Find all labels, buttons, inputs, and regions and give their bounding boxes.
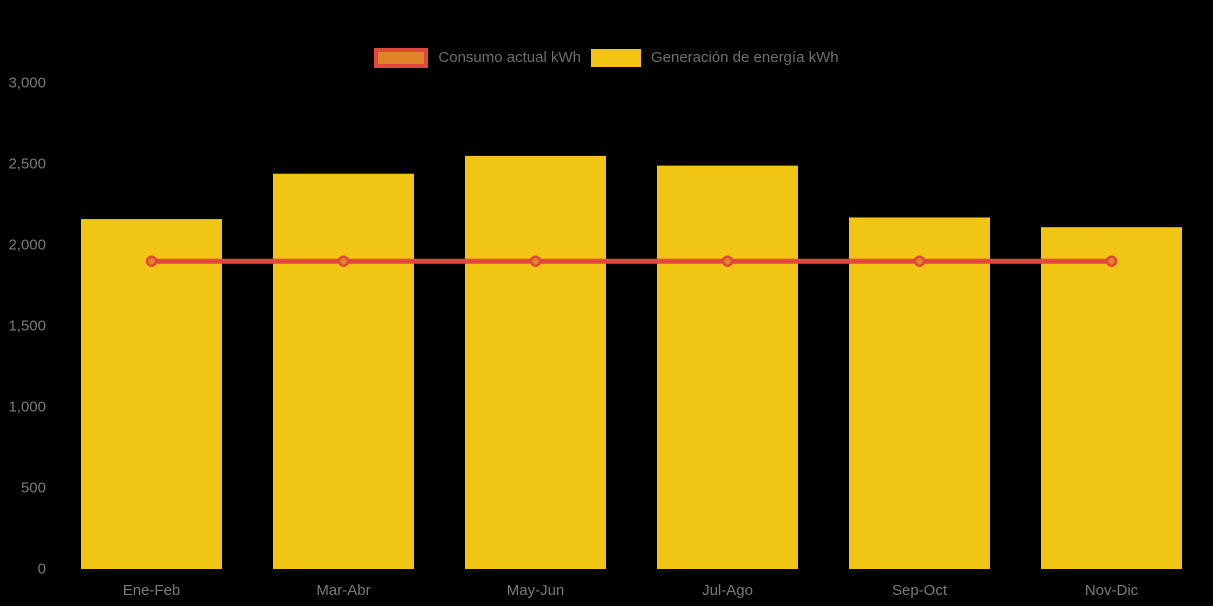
x-axis-label-Mar-Abr: Mar-Abr [316,582,370,599]
line-point-Ene-Feb[interactable] [145,255,158,267]
y-tick-label: 1,000 [8,399,46,416]
bar-Nov-Dic[interactable] [1041,227,1182,569]
y-tick-label: 2,500 [8,156,46,173]
line-point-May-Jun[interactable] [529,255,542,267]
x-axis-label-Nov-Dic: Nov-Dic [1085,582,1139,599]
chart-legend: Consumo actual kWh Generación de energía… [0,48,1213,68]
x-axis-label-Jul-Ago: Jul-Ago [702,582,753,599]
y-tick-label: 1,500 [8,318,46,335]
y-tick-label: 3,000 [8,75,46,92]
bar-Jul-Ago[interactable] [657,165,798,569]
x-axis-label-May-Jun: May-Jun [507,582,565,599]
bar-May-Jun[interactable] [465,155,606,569]
bar-Sep-Oct[interactable] [849,217,990,569]
bar-Ene-Feb[interactable] [81,219,222,569]
bar-Mar-Abr[interactable] [273,173,414,569]
legend-label-consumo: Consumo actual kWh [438,49,581,66]
line-point-Sep-Oct[interactable] [913,255,926,267]
x-axis-label-Ene-Feb: Ene-Feb [123,582,181,599]
legend-item-generacion[interactable]: Generación de energía kWh [590,48,839,68]
legend-swatch-bar-icon [590,49,641,67]
line-point-Jul-Ago[interactable] [721,255,734,267]
y-tick-label: 0 [38,561,46,578]
y-tick-label: 2,000 [8,237,46,254]
line-point-Mar-Abr[interactable] [337,255,350,267]
x-axis-label-Sep-Oct: Sep-Oct [892,582,948,599]
legend-label-generacion: Generación de energía kWh [650,49,839,66]
legend-swatch-line-icon [374,48,429,68]
line-point-Nov-Dic[interactable] [1105,255,1118,267]
y-tick-label: 500 [21,480,46,497]
legend-item-consumo[interactable]: Consumo actual kWh [374,48,581,68]
